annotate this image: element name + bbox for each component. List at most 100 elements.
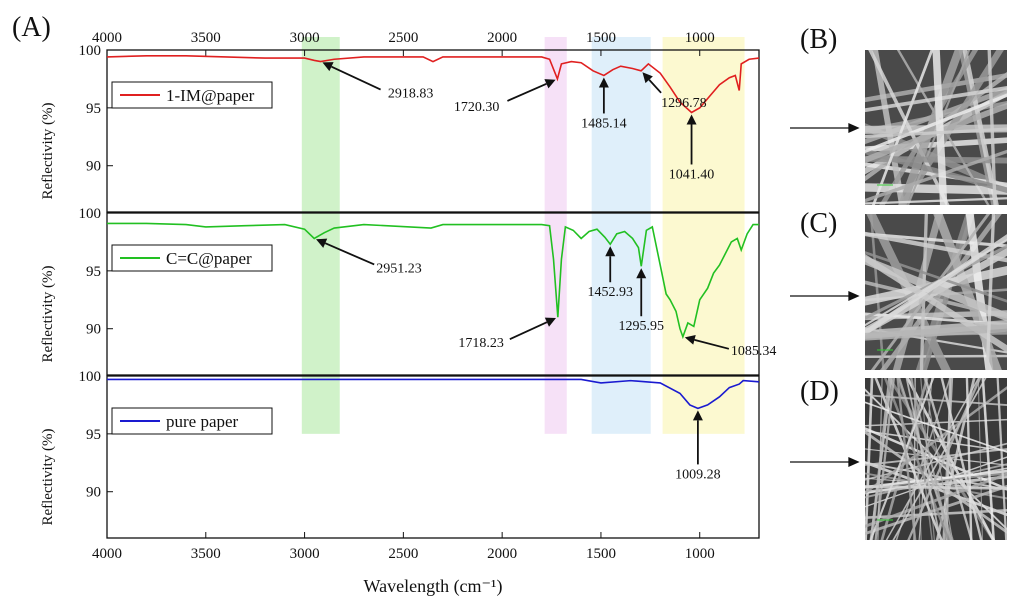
- plot-frame: [106, 375, 760, 539]
- sem-fiber: [977, 378, 983, 540]
- x-tick-label: 1000: [685, 546, 715, 562]
- x-tick-label: 3000: [290, 546, 320, 562]
- y-tick-label: 90: [86, 322, 101, 338]
- annotation-label: 1295.95: [619, 319, 665, 334]
- annotation-label: 1452.93: [587, 285, 633, 300]
- highlight-band: [544, 37, 567, 434]
- sem-image: [865, 214, 1007, 370]
- sem-fiber: [892, 378, 987, 540]
- x-tick-label: 1500: [586, 546, 616, 562]
- sem-fiber: [981, 378, 995, 540]
- y-tick-label: 95: [86, 101, 101, 117]
- sem-fiber: [865, 197, 1007, 205]
- x-tick-label: 4000: [92, 546, 122, 562]
- y-tick-label: 100: [79, 369, 102, 385]
- sem-fiber: [865, 183, 1007, 195]
- sem-fiber: [871, 50, 934, 205]
- sem-fiber: [896, 378, 917, 540]
- sem-fiber: [865, 378, 874, 540]
- sem-fibers: [865, 50, 1007, 205]
- sem-fiber: [865, 231, 1007, 263]
- x-tick-label: 3500: [191, 30, 221, 46]
- x-tick-label: 3000: [290, 30, 320, 46]
- annotation-label: 2918.83: [388, 87, 434, 102]
- spectrum-line: [107, 378, 760, 410]
- sem-fiber: [965, 378, 973, 540]
- annotation-label: 2951.23: [376, 261, 422, 276]
- panel-label: (D): [800, 376, 839, 407]
- annotation-label: 1485.14: [581, 116, 627, 131]
- annotation-arrowhead: [684, 335, 696, 345]
- x-tick-label: 2500: [388, 546, 418, 562]
- annotation-arrowhead: [598, 77, 609, 88]
- panel-label: (C): [800, 208, 837, 239]
- sem-fiber: [985, 214, 996, 370]
- sem-fiber: [924, 378, 973, 540]
- legend-label: C=C@paper: [166, 249, 252, 268]
- x-tick-label: 1000: [685, 30, 715, 46]
- sem-fiber: [996, 378, 1007, 540]
- x-tick-label: 2500: [388, 30, 418, 46]
- sem-fiber: [865, 155, 1007, 164]
- x-tick-label: 2000: [487, 546, 517, 562]
- sem-fiber: [874, 378, 943, 540]
- annotation-label: 1720.30: [454, 100, 500, 115]
- sem-fiber: [868, 50, 950, 205]
- sem-fiber: [940, 378, 983, 540]
- annotation-arrow: [507, 82, 547, 102]
- x-tick-label: 1500: [586, 30, 616, 46]
- sem-fiber: [865, 401, 1007, 453]
- sem-fiber: [905, 378, 942, 540]
- annotation-label: 1009.28: [675, 467, 721, 482]
- sem-fiber: [907, 378, 982, 540]
- annotation-arrowhead: [544, 317, 557, 327]
- sem-fibers: [865, 378, 1007, 540]
- x-tick-label: 3500: [191, 546, 221, 562]
- annotation-arrowhead: [642, 72, 653, 84]
- y-tick-label: 90: [86, 159, 101, 175]
- annotation-label: 1041.40: [669, 167, 715, 182]
- sem-fiber: [865, 127, 1007, 139]
- sem-images: [865, 50, 1007, 540]
- annotation-label: 1718.23: [458, 336, 504, 351]
- spectrum-line: [107, 222, 759, 340]
- sem-image: [865, 378, 1007, 540]
- legend-label: 1-IM@paper: [166, 86, 255, 105]
- x-axis-label: Wavelength (cm⁻¹): [364, 576, 503, 597]
- x-tick-label: 2000: [487, 30, 517, 46]
- annotation-arrowhead: [692, 410, 703, 421]
- annotation-label: 1085.34: [731, 344, 777, 359]
- sem-fibers: [865, 214, 1007, 370]
- y-axis-label: Reflectivity (%): [40, 265, 56, 362]
- sem-fiber: [883, 378, 951, 540]
- y-tick-label: 100: [79, 43, 102, 59]
- plot-frame: [106, 49, 760, 213]
- annotation-arrow: [694, 338, 730, 350]
- panel-label: (B): [800, 24, 837, 55]
- annotation-arrow: [648, 79, 662, 94]
- y-tick-label: 95: [86, 264, 101, 280]
- y-tick-label: 95: [86, 427, 101, 443]
- plot-frame: [106, 212, 760, 376]
- pointer-arrows: [790, 122, 860, 468]
- sem-fiber: [865, 448, 1007, 466]
- legend-label: pure paper: [166, 412, 239, 431]
- annotation-arrowhead: [636, 268, 647, 279]
- y-tick-label: 90: [86, 485, 101, 501]
- sem-fiber: [865, 149, 1007, 203]
- y-axis-label: Reflectivity (%): [40, 102, 56, 199]
- sem-fiber: [865, 137, 1007, 152]
- sem-fiber: [870, 214, 991, 370]
- sem-fiber: [865, 485, 1007, 490]
- annotation-arrowhead: [686, 114, 697, 125]
- annotation-arrowhead: [316, 238, 328, 248]
- sem-fiber: [933, 214, 1002, 370]
- annotation-arrow: [324, 242, 375, 266]
- annotation-label: 1296.78: [661, 96, 707, 111]
- panel-label: (A): [12, 12, 51, 43]
- sem-image: [865, 50, 1007, 205]
- sem-fiber: [870, 378, 892, 540]
- legend-box: [111, 81, 273, 109]
- annotation-arrow: [331, 65, 381, 91]
